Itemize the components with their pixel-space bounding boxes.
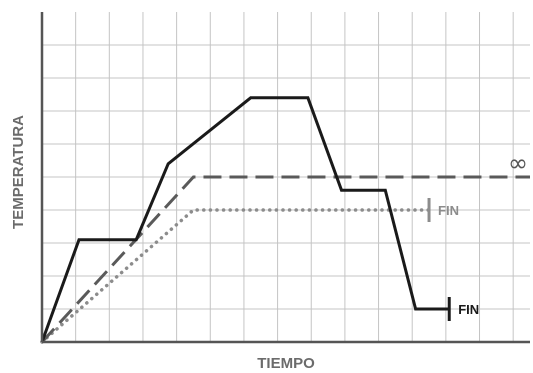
end-label-dotted: FIN: [438, 203, 459, 218]
series-line-dotted: [40, 208, 431, 344]
x-axis-label: TIEMPO: [257, 355, 315, 372]
series-lines: [40, 96, 530, 344]
series-line-dashed: [40, 175, 530, 344]
series-line-solid: [40, 96, 450, 343]
infinity-label: ∞: [508, 149, 528, 177]
y-axis-label: TEMPERATURA: [10, 115, 27, 229]
end-markers: FIN ∞ FIN: [427, 149, 528, 321]
end-label-solid: FIN: [458, 302, 479, 317]
